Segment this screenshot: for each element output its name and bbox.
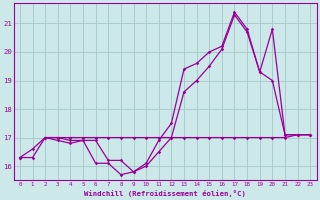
X-axis label: Windchill (Refroidissement éolien,°C): Windchill (Refroidissement éolien,°C): [84, 190, 246, 197]
